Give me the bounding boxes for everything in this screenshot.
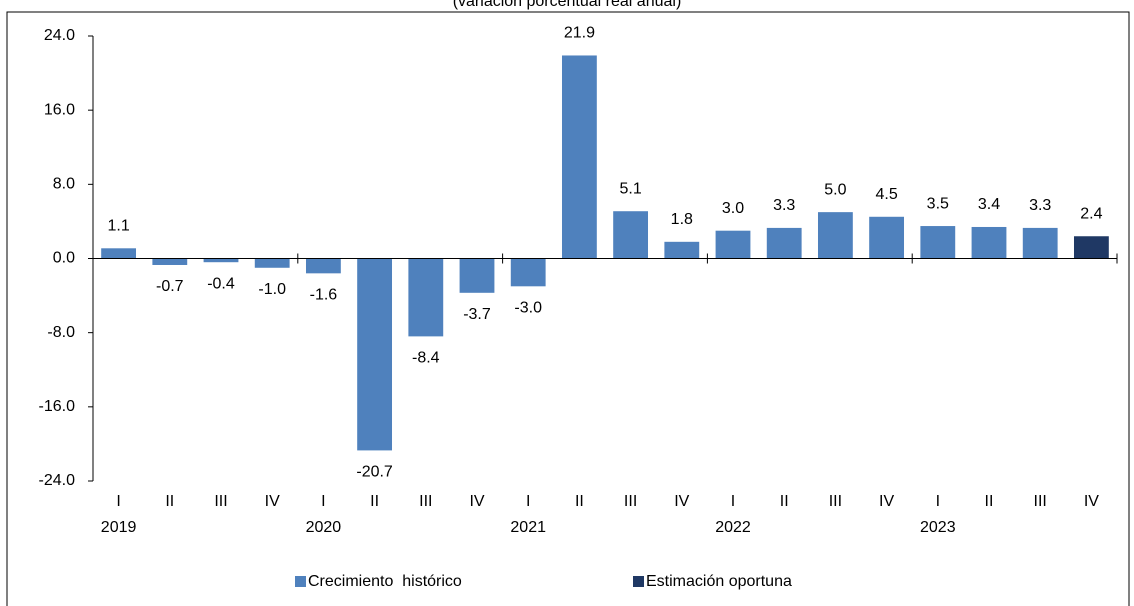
data-label: 1.1: [107, 218, 129, 235]
bar: [1073, 236, 1109, 259]
data-label: -1.0: [258, 281, 286, 298]
x-tick-label: I: [116, 493, 120, 510]
legend-label: Estimación oportuna: [646, 573, 792, 590]
bar: [869, 216, 905, 259]
year-label: 2020: [306, 519, 342, 536]
x-tick-label: III: [1034, 493, 1047, 510]
y-tick-label: -24.0: [39, 472, 76, 489]
legend-label: Crecimiento histórico: [308, 573, 462, 590]
bar: [408, 258, 444, 337]
bar: [715, 230, 751, 259]
x-tick-label: I: [731, 493, 735, 510]
data-label: -8.4: [412, 350, 440, 367]
x-tick-label: III: [624, 493, 637, 510]
bar: [766, 227, 802, 259]
data-label: 5.0: [824, 181, 846, 198]
bar: [357, 258, 393, 451]
data-label: 21.9: [564, 25, 595, 42]
x-tick-label: II: [165, 493, 174, 510]
data-label: 3.4: [978, 196, 1000, 213]
y-tick-label: 24.0: [44, 27, 75, 44]
bar: [971, 226, 1007, 259]
x-tick-label: I: [526, 493, 530, 510]
x-tick-label: IV: [674, 493, 689, 510]
data-label: -1.6: [310, 287, 338, 304]
data-label: -3.0: [514, 300, 542, 317]
bar: [1022, 227, 1058, 259]
data-label: 3.3: [1029, 197, 1051, 214]
bar: [305, 258, 341, 274]
bar: [510, 258, 546, 287]
x-tick-label: II: [985, 493, 994, 510]
y-tick-label: 0.0: [53, 250, 75, 267]
bar: [203, 258, 239, 263]
bar: [561, 55, 597, 259]
bar: [613, 211, 649, 259]
data-label: 5.1: [619, 180, 641, 197]
x-tick-label: III: [829, 493, 842, 510]
y-tick-label: -16.0: [39, 398, 76, 415]
data-label: 3.3: [773, 197, 795, 214]
x-tick-label: IV: [1084, 493, 1099, 510]
x-tick-label: III: [419, 493, 432, 510]
x-tick-label: II: [780, 493, 789, 510]
bar: [101, 248, 137, 259]
x-tick-label: II: [370, 493, 379, 510]
year-label: 2022: [715, 519, 751, 536]
x-tick-label: III: [214, 493, 227, 510]
bar: [817, 212, 853, 259]
y-tick-label: 8.0: [53, 176, 75, 193]
bar: [920, 226, 956, 259]
chart-subtitle: (variación porcentual real anual): [453, 0, 682, 10]
data-label: -3.7: [463, 306, 491, 323]
y-tick-label: 16.0: [44, 101, 75, 118]
data-label: 2.4: [1080, 205, 1102, 222]
data-label: 3.0: [722, 200, 744, 217]
x-tick-label: I: [936, 493, 940, 510]
bar: [152, 258, 188, 265]
data-label: -20.7: [356, 464, 393, 481]
bar: [664, 241, 700, 259]
data-label: 1.8: [671, 211, 693, 228]
data-label: 3.5: [927, 195, 949, 212]
data-label: -0.7: [156, 278, 184, 295]
chart-frame: [6, 11, 1130, 606]
year-label: 2019: [101, 519, 137, 536]
x-tick-label: I: [321, 493, 325, 510]
year-label: 2021: [510, 519, 546, 536]
data-label: -0.4: [207, 275, 235, 292]
bar: [254, 258, 290, 268]
x-tick-label: II: [575, 493, 584, 510]
x-tick-label: IV: [879, 493, 894, 510]
legend-swatch: [295, 576, 306, 587]
bar: [459, 258, 495, 293]
y-tick-label: -8.0: [47, 324, 75, 341]
year-label: 2023: [920, 519, 956, 536]
legend-swatch: [633, 576, 644, 587]
x-tick-label: IV: [265, 493, 280, 510]
x-tick-label: IV: [469, 493, 484, 510]
data-label: 4.5: [875, 186, 897, 203]
